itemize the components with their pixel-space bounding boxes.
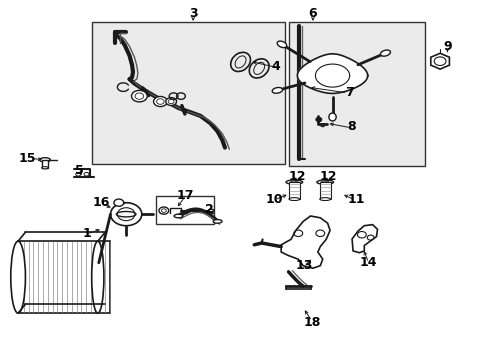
Ellipse shape [380,50,389,56]
Ellipse shape [41,167,48,169]
Ellipse shape [290,181,298,183]
Text: 11: 11 [346,193,364,206]
Text: 2: 2 [204,203,213,216]
Bar [155,196,214,224]
Ellipse shape [11,241,25,313]
Circle shape [114,199,123,206]
Ellipse shape [316,180,333,184]
Circle shape [135,93,143,99]
Ellipse shape [285,180,302,184]
Text: 5: 5 [75,164,83,177]
Text: 15: 15 [18,152,36,165]
Circle shape [131,90,147,102]
Text: 16: 16 [93,196,110,209]
Bar [92,22,284,164]
Text: 12: 12 [288,170,305,183]
Ellipse shape [40,158,50,162]
Ellipse shape [328,113,336,121]
Circle shape [315,117,321,122]
Polygon shape [297,54,367,93]
Text: 12: 12 [319,170,337,183]
Text: 13: 13 [295,259,312,272]
Polygon shape [430,53,448,69]
Circle shape [168,99,174,104]
Bar [289,22,425,166]
Text: 17: 17 [176,189,193,202]
Text: 7: 7 [344,86,353,99]
Bar [41,160,48,168]
Text: 6: 6 [308,7,317,20]
Ellipse shape [174,214,183,218]
Bar [288,182,299,199]
Circle shape [110,203,142,226]
Ellipse shape [213,220,222,223]
Circle shape [433,57,445,66]
Ellipse shape [321,181,328,183]
Ellipse shape [277,41,286,48]
Ellipse shape [288,198,299,201]
Circle shape [153,96,167,107]
Polygon shape [281,216,329,268]
Text: 4: 4 [271,60,280,73]
Text: 8: 8 [346,120,355,133]
Bar [319,182,330,199]
Ellipse shape [272,87,282,93]
Text: 9: 9 [442,40,451,53]
Text: 10: 10 [264,193,282,206]
Text: 1: 1 [82,227,91,240]
Text: 14: 14 [359,256,377,269]
Bar [18,241,110,313]
Text: 18: 18 [303,316,320,329]
Ellipse shape [319,198,330,201]
Text: 3: 3 [188,7,197,20]
Ellipse shape [208,209,213,212]
Circle shape [165,98,176,105]
Circle shape [156,99,164,104]
Circle shape [117,208,135,221]
Polygon shape [351,225,377,253]
Ellipse shape [92,241,104,313]
